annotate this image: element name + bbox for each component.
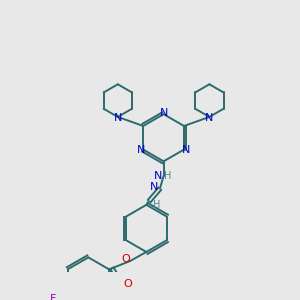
Text: N: N — [205, 113, 214, 123]
Text: H: H — [153, 200, 160, 210]
Text: F: F — [50, 294, 57, 300]
Text: O: O — [123, 279, 132, 289]
Text: O: O — [121, 254, 130, 264]
Text: N: N — [159, 108, 168, 118]
Text: N: N — [154, 171, 162, 181]
Text: H: H — [164, 171, 171, 181]
Text: N: N — [182, 145, 190, 154]
Text: N: N — [150, 182, 159, 192]
Text: N: N — [114, 113, 122, 123]
Text: N: N — [137, 145, 146, 154]
